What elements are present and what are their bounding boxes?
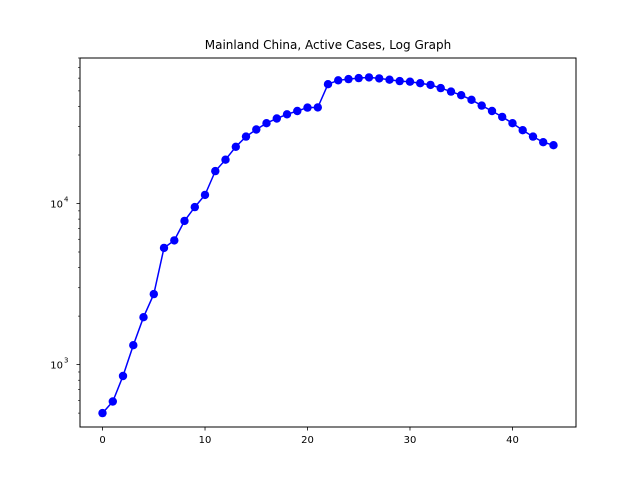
data-point xyxy=(334,76,343,85)
data-point xyxy=(405,77,415,86)
data-point xyxy=(190,202,199,212)
data-point xyxy=(477,101,486,110)
data-point xyxy=(375,74,384,83)
data-point xyxy=(528,132,538,141)
data-point xyxy=(498,112,507,122)
data-point xyxy=(180,216,189,226)
data-point xyxy=(354,73,363,83)
x-tick-label: 40 xyxy=(506,435,519,446)
data-point xyxy=(98,408,107,418)
series-layer xyxy=(98,73,558,418)
data-point xyxy=(323,80,333,89)
data-point xyxy=(303,103,312,112)
axes-frame xyxy=(79,57,577,428)
x-tick-label: 20 xyxy=(301,435,314,446)
y-tick-label: 10 3 xyxy=(50,357,68,372)
data-point xyxy=(241,132,251,141)
x-tick-label: 30 xyxy=(404,435,417,446)
data-point xyxy=(170,236,179,245)
data-point xyxy=(108,397,118,406)
data-point xyxy=(539,138,548,147)
y-tick-base: 10 xyxy=(50,200,63,211)
data-point xyxy=(395,76,404,86)
data-point xyxy=(467,95,476,105)
data-point xyxy=(293,106,302,116)
data-point xyxy=(221,155,230,164)
data-point xyxy=(282,110,292,119)
data-point xyxy=(518,126,527,135)
chart-title: Mainland China, Active Cases, Log Graph xyxy=(205,38,452,52)
data-point xyxy=(364,73,374,82)
data-point xyxy=(262,119,271,128)
y-tick-exponent: 3 xyxy=(64,357,68,365)
data-point xyxy=(231,142,240,151)
data-point xyxy=(549,141,558,150)
data-point xyxy=(436,83,445,93)
data-point xyxy=(487,106,497,116)
data-point xyxy=(200,190,210,200)
data-point xyxy=(313,103,322,112)
y-tick-exponent: 4 xyxy=(64,196,69,204)
data-point xyxy=(457,91,466,100)
y-tick-label: 10 4 xyxy=(50,196,69,211)
data-point xyxy=(385,75,394,84)
data-point xyxy=(149,289,158,299)
y-tick-base: 10 xyxy=(50,361,63,372)
data-point xyxy=(272,114,281,123)
data-point xyxy=(252,125,261,134)
data-point xyxy=(344,74,353,84)
data-point xyxy=(508,119,517,128)
x-tick-label: 0 xyxy=(99,435,105,446)
data-point xyxy=(118,371,128,381)
data-point xyxy=(211,166,220,176)
data-point xyxy=(416,79,425,88)
data-point xyxy=(139,313,148,322)
x-tick-label: 10 xyxy=(199,435,212,446)
data-point xyxy=(129,341,138,350)
data-point xyxy=(159,243,169,253)
data-point xyxy=(446,87,456,96)
data-point xyxy=(426,80,435,90)
